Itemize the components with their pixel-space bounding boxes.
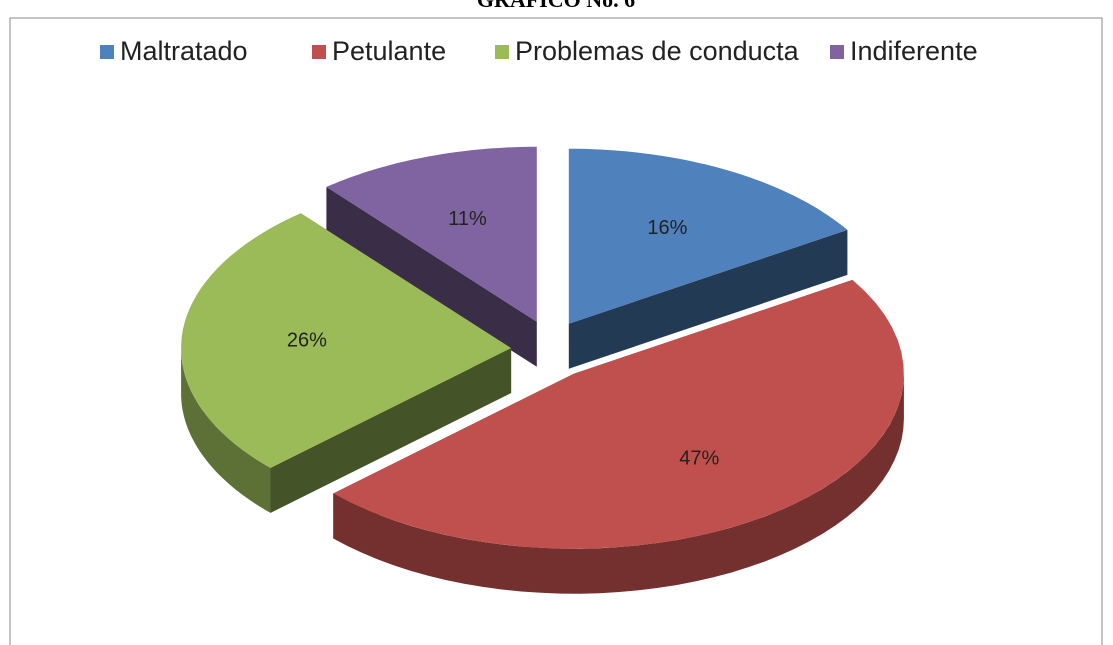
slice-wall: [568, 229, 848, 369]
slice: [568, 148, 848, 324]
slice-rim: [181, 348, 271, 513]
legend-swatch: [100, 45, 114, 59]
slice: [326, 146, 537, 322]
data-label: 26%: [287, 330, 327, 352]
slice-rim: [333, 373, 904, 594]
title-bg: [330, 0, 790, 17]
data-label: 11%: [448, 208, 487, 230]
slice-wall: [326, 186, 537, 367]
legend-label: Problemas de conducta: [515, 36, 800, 66]
legend: Maltratado Petulante Problemas de conducta…: [100, 36, 978, 66]
legend-label: Petulante: [332, 36, 446, 66]
slice: [333, 279, 904, 549]
data-label: 47%: [679, 448, 719, 470]
legend-swatch: [495, 45, 509, 59]
legend-swatch: [312, 45, 326, 59]
chart-title: GRAFICO No. 6: [477, 0, 635, 12]
slice: [181, 213, 512, 468]
pie: 11% 16% 26% 47%: [181, 146, 904, 594]
slice-wall: [270, 348, 512, 513]
legend-label: Maltratado: [120, 36, 248, 66]
legend-swatch: [830, 45, 844, 59]
legend-label: Indiferente: [850, 36, 978, 66]
data-label: 16%: [647, 217, 687, 239]
